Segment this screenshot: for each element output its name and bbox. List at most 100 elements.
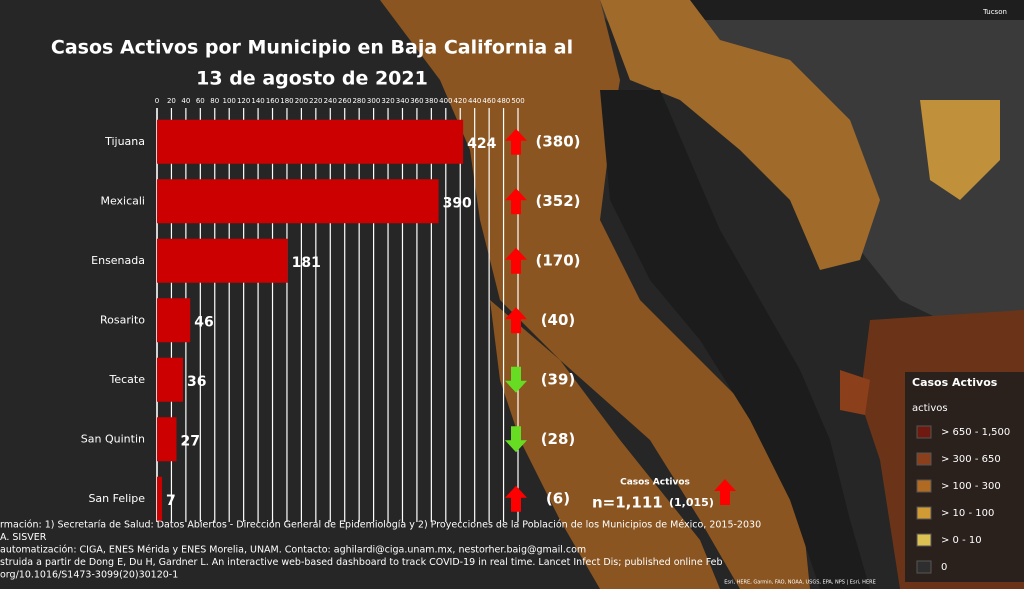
legend-label: > 300 - 650: [941, 454, 1001, 465]
legend-swatch: [916, 533, 932, 547]
x-tick-label: 440: [468, 97, 481, 105]
previous-value-label: (380): [535, 132, 580, 150]
y-tick-label: San Felipe: [88, 492, 145, 505]
data-label: 36: [187, 374, 206, 390]
x-tick-label: 160: [266, 97, 279, 105]
y-tick-label: Ensenada: [91, 254, 145, 267]
legend-swatch: [916, 560, 932, 574]
y-tick-label: Mexicali: [100, 194, 145, 207]
previous-value-label: (28): [541, 430, 576, 448]
x-tick-label: 480: [497, 97, 510, 105]
data-label: 424: [467, 136, 496, 152]
x-tick-label: 120: [237, 97, 250, 105]
previous-value-label: (40): [541, 311, 576, 329]
map-place: Tucson: [982, 8, 1007, 16]
total-previous: (1,015): [669, 496, 714, 509]
legend-label: > 10 - 100: [941, 508, 994, 519]
legend-swatch: [916, 479, 932, 493]
arrow-up: [505, 307, 527, 334]
footer-line: automatización: CIGA, ENES Mérida y ENES…: [0, 545, 586, 556]
legend-label: > 650 - 1,500: [941, 427, 1010, 438]
map-region: [600, 0, 880, 270]
x-tick-label: 260: [338, 97, 351, 105]
data-label: 27: [180, 433, 199, 449]
legend-label: > 100 - 300: [941, 481, 1001, 492]
y-tick-label: Tijuana: [104, 135, 145, 148]
x-tick-label: 320: [381, 97, 394, 105]
arrow-up: [505, 247, 527, 274]
x-tick-label: 40: [181, 97, 190, 105]
legend-label: 0: [941, 562, 947, 573]
x-tick-label: 20: [167, 97, 176, 105]
legend-swatch: [916, 506, 932, 520]
legend-title: Casos Activos: [912, 376, 998, 389]
y-tick-label: Rosarito: [100, 313, 145, 326]
legend-swatch: [916, 452, 932, 466]
arrow-down: [505, 366, 527, 393]
y-tick-label: Tecate: [109, 373, 146, 386]
x-tick-label: 180: [280, 97, 293, 105]
bar: [157, 357, 183, 402]
x-tick-label: 500: [511, 97, 524, 105]
legend-label: > 0 - 10: [941, 535, 982, 546]
map-region: [590, 0, 1024, 360]
data-label: 181: [292, 255, 321, 271]
bar: [157, 417, 177, 462]
map-region: [680, 0, 1024, 20]
data-label: 7: [166, 493, 176, 509]
x-tick-label: 380: [425, 97, 438, 105]
footer-line: A. SISVER: [0, 532, 47, 543]
x-tick-label: 60: [196, 97, 205, 105]
total-label: Casos Activos: [620, 478, 690, 488]
legend-swatch: [916, 425, 932, 439]
bar: [157, 298, 191, 343]
footer-line: org/10.1016/S1473-3099(20)30120-1: [0, 570, 178, 581]
map-region: [380, 0, 810, 589]
data-label: 46: [194, 314, 213, 330]
chart-subtitle: 13 de agosto de 2021: [196, 68, 428, 90]
arrow-up: [505, 188, 527, 215]
bar: [157, 238, 288, 283]
footer-line: struida a partir de Dong E, Du H, Gardne…: [0, 557, 723, 568]
arrow-up: [714, 479, 736, 505]
x-tick-label: 100: [223, 97, 236, 105]
gulf: [600, 90, 870, 589]
previous-value-label: (170): [535, 251, 580, 269]
previous-value-label: (6): [546, 489, 570, 507]
previous-value-label: (39): [541, 370, 576, 388]
legend-box: [905, 372, 1024, 582]
x-tick-label: 200: [295, 97, 308, 105]
arrow-up: [505, 485, 527, 512]
x-tick-label: 80: [210, 97, 219, 105]
x-tick-label: 240: [324, 97, 337, 105]
data-label: 390: [443, 195, 472, 211]
x-tick-label: 280: [352, 97, 365, 105]
map-region: [490, 300, 720, 589]
x-tick-label: 420: [454, 97, 467, 105]
total-value: n=1,111: [592, 494, 663, 512]
arrow-down: [505, 426, 527, 453]
footer: rmación: 1) Secretaría de Salud: Datos A…: [0, 520, 761, 581]
x-tick-label: 400: [439, 97, 452, 105]
map-region: [840, 370, 870, 415]
chart-title: Casos Activos por Municipio en Baja Cali…: [51, 37, 573, 59]
map-attribution: Esri, HERE, Garmin, FAO, NOAA, USGS, EPA…: [724, 580, 876, 586]
map-region: [920, 100, 1000, 200]
legend: Casos Activos activos > 650 - 1,500 > 300…: [905, 372, 1024, 582]
x-tick-label: 140: [251, 97, 264, 105]
x-tick-label: 460: [482, 97, 495, 105]
x-tick-label: 0: [155, 97, 159, 105]
bar: [157, 119, 464, 164]
footer-line: rmación: 1) Secretaría de Salud: Datos A…: [0, 520, 761, 531]
x-tick-label: 360: [410, 97, 423, 105]
previous-value-label: (352): [535, 192, 580, 210]
legend-subtitle: activos: [912, 403, 948, 414]
arrow-up: [505, 128, 527, 155]
x-tick-label: 340: [396, 97, 409, 105]
bar: [157, 179, 439, 224]
bar: [157, 476, 163, 521]
y-tick-label: San Quintin: [81, 432, 145, 445]
x-tick-label: 220: [309, 97, 322, 105]
x-tick-label: 300: [367, 97, 380, 105]
